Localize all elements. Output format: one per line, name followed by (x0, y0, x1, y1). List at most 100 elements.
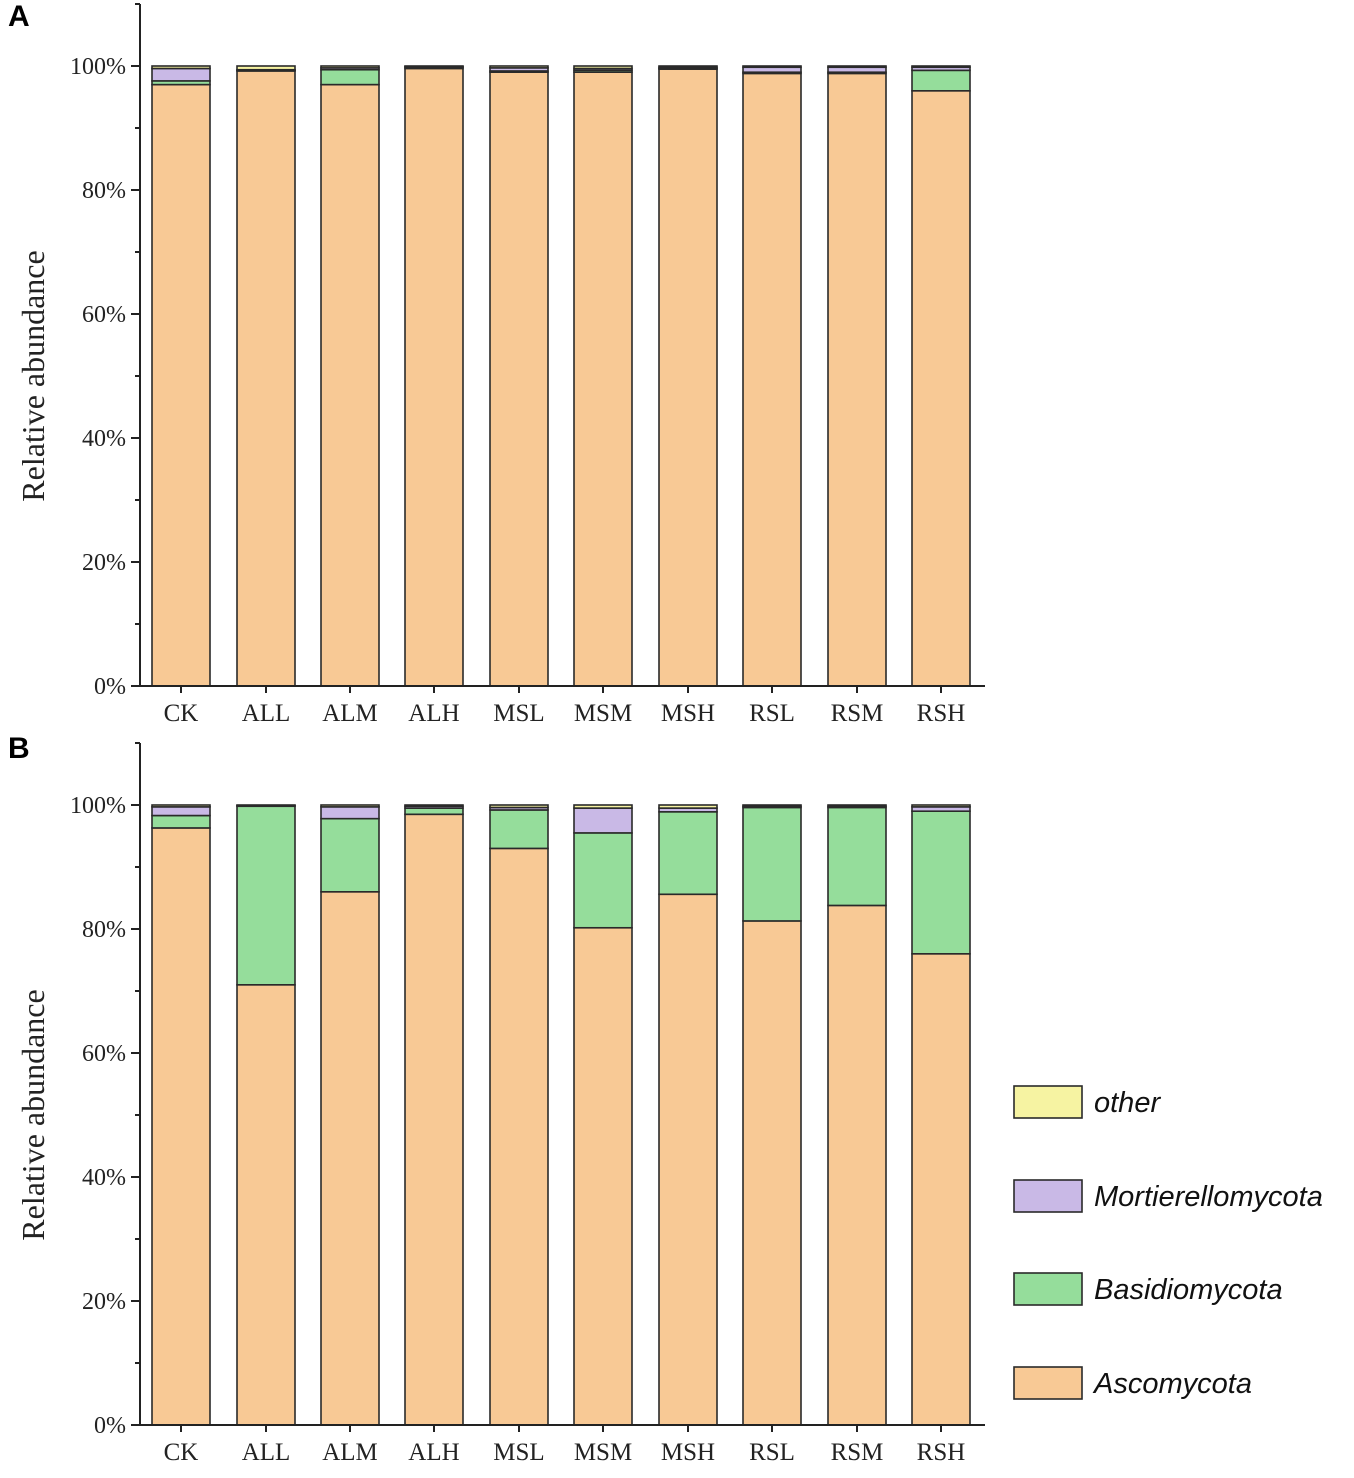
bar-segment-ascomycota (658, 893, 718, 1426)
legend-swatch (1013, 1179, 1083, 1213)
bar-segment-ascomycota (151, 83, 211, 687)
bar-segment-basidiomycota (911, 810, 971, 955)
x-tick-label: RSL (749, 700, 795, 727)
bar-segment-mortierellomycota (573, 807, 633, 834)
bar-segment-ascomycota (827, 904, 887, 1426)
bar-segment-other (658, 65, 718, 69)
x-tick-label: MSM (574, 700, 632, 727)
bar-segment-other (742, 804, 802, 808)
legend-swatch (1013, 1272, 1083, 1306)
panel-label: B (8, 732, 30, 765)
x-tick-label: CK (164, 700, 199, 727)
bar-segment-ascomycota (742, 72, 802, 687)
x-tick-label: RSM (831, 1439, 884, 1466)
y-tick-label: 40% (82, 1165, 126, 1191)
y-tick-label: 80% (82, 917, 126, 943)
bar-segment-basidiomycota (404, 807, 464, 816)
bar-group-rsh (911, 804, 971, 1426)
x-tick-label: ALH (408, 1439, 459, 1466)
bar-segment-other (911, 804, 971, 808)
bar-segment-other (573, 804, 633, 809)
bar-group-msh (658, 804, 718, 1426)
bar-segment-other (489, 65, 549, 69)
bar-group-rsl (742, 65, 802, 687)
x-tick-label: ALM (322, 1439, 378, 1466)
x-tick-label: ALL (242, 1439, 291, 1466)
bar-segment-basidiomycota (489, 809, 549, 850)
y-tick-label: 40% (82, 426, 126, 452)
bar-group-rsh (911, 65, 971, 687)
y-tick-label: 100% (70, 54, 126, 80)
bar-segment-basidiomycota (320, 68, 380, 86)
bar-segment-other (573, 65, 633, 70)
bar-segment-ascomycota (489, 847, 549, 1426)
bar-segment-ascomycota (151, 827, 211, 1426)
x-tick-label: ALL (242, 700, 291, 727)
bar-segment-basidiomycota (320, 817, 380, 893)
bar-segment-mortierellomycota (320, 806, 380, 820)
bar-group-msl (489, 804, 549, 1426)
bar-segment-other (151, 804, 211, 808)
bar-segment-basidiomycota (236, 805, 296, 986)
legend-swatch (1013, 1366, 1083, 1400)
bar-group-msm (573, 65, 633, 687)
bar-segment-basidiomycota (658, 811, 718, 896)
bar-segment-ascomycota (404, 813, 464, 1426)
y-tick-label: 60% (82, 302, 126, 328)
y-tick-label: 100% (70, 793, 126, 819)
y-tick-label: 0% (94, 1413, 126, 1439)
bar-group-alm (320, 65, 380, 687)
bar-segment-basidiomycota (573, 832, 633, 929)
y-axis-title: Relative abundance (15, 250, 51, 501)
bar-segment-ascomycota (827, 72, 887, 687)
y-tick-label: 60% (82, 1041, 126, 1067)
legend-label: other (1094, 1087, 1161, 1119)
x-tick-label: MSL (493, 700, 544, 727)
x-tick-label: CK (164, 1439, 199, 1466)
bar-segment-other (827, 804, 887, 808)
x-tick-label: MSH (661, 1439, 715, 1466)
bar-group-msm (573, 804, 633, 1426)
bar-segment-basidiomycota (911, 69, 971, 92)
bar-segment-ascomycota (489, 71, 549, 687)
legend-item-basidiomycota: Basidiomycota (1013, 1272, 1283, 1306)
legend-item-mortierellomycota: Mortierellomycota (1013, 1179, 1323, 1213)
bar-group-alh (404, 804, 464, 1426)
bar-segment-other (320, 804, 380, 808)
bar-segment-ascomycota (236, 983, 296, 1426)
bar-segment-basidiomycota (151, 814, 211, 829)
legend: other Mortierellomycota Basidiomycota Ascom… (1013, 1085, 1323, 1400)
bar-segment-other (489, 804, 549, 809)
bar-group-msh (658, 65, 718, 687)
x-tick-label: RSH (917, 700, 966, 727)
bar-group-ck (151, 65, 211, 687)
panel-label: A (8, 0, 30, 33)
bar-segment-ascomycota (404, 67, 464, 687)
bar-segment-other (827, 65, 887, 69)
bar-group-rsl (742, 804, 802, 1426)
bar-segment-ascomycota (573, 71, 633, 687)
bar-group-rsm (827, 65, 887, 687)
legend-label: Ascomycota (1092, 1368, 1252, 1400)
x-tick-label: ALM (322, 700, 378, 727)
bar-segment-basidiomycota (827, 806, 887, 907)
legend-item-other: other (1013, 1085, 1161, 1119)
legend-swatch (1013, 1085, 1083, 1119)
panel-a: A Relative abundance CK ALL ALM ALH MSL MSM MSH R… (8, 0, 985, 727)
bar-segment-mortierellomycota (151, 67, 211, 82)
bar-group-msl (489, 65, 549, 687)
y-tick-label: 20% (82, 1289, 126, 1315)
bar-segment-ascomycota (911, 952, 971, 1426)
legend-item-ascomycota: Ascomycota (1013, 1366, 1252, 1400)
x-tick-label: MSM (574, 1439, 632, 1466)
x-tick-label: MSH (661, 700, 715, 727)
bar-segment-ascomycota (573, 926, 633, 1426)
bar-segment-other (236, 65, 296, 71)
bar-segment-ascomycota (236, 70, 296, 687)
x-tick-label: MSL (493, 1439, 544, 1466)
bar-segment-other (911, 65, 971, 69)
bar-segment-ascomycota (658, 68, 718, 687)
bar-segment-mortierellomycota (151, 806, 211, 817)
